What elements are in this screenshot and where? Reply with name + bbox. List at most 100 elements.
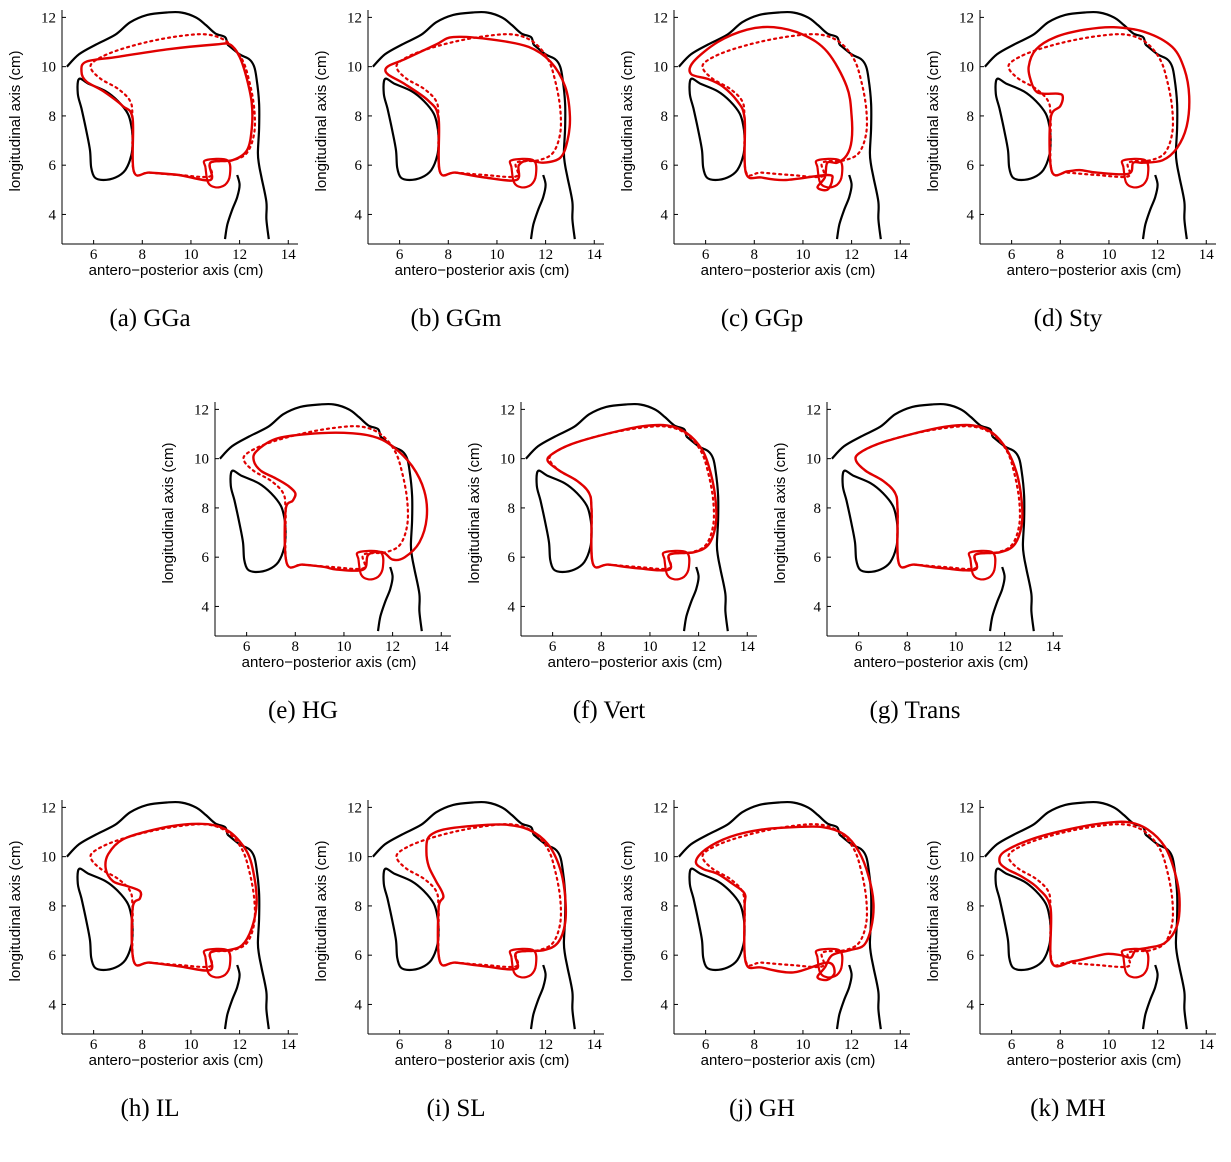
chart-panel: 6 8 10 12 14 4 6 8 10 12 antero−posterior axis (cm…: [612, 790, 912, 1135]
rest-tongue-contour: [395, 823, 563, 969]
jaw-contour: [841, 469, 899, 574]
jaw-contour: [994, 867, 1052, 972]
chart-panel: 6 8 10 12 14 4 6 8 10 12 antero−posterior axis (cm…: [306, 790, 606, 1135]
y-tick-label: 6: [355, 158, 363, 174]
pharynx-wall-contour: [685, 435, 729, 632]
y-tick-label: 6: [967, 948, 975, 964]
x-tick-label: 6: [243, 639, 251, 655]
y-tick-label: 8: [355, 899, 363, 915]
panel-caption: (h) IL: [120, 1095, 180, 1122]
larynx-contour: [1141, 964, 1159, 1030]
chart-panel: 6 8 10 12 14 4 6 8 10 12 antero−posterior axis (cm…: [918, 790, 1218, 1135]
panel-caption: (j) GH: [729, 1095, 795, 1122]
panel-caption: (c) GGp: [720, 305, 804, 332]
activated-tongue-contour: [546, 423, 718, 572]
y-tick-label: 10: [959, 60, 974, 76]
x-tick-label: 10: [795, 247, 810, 263]
x-tick-label: 10: [642, 639, 657, 655]
x-tick-label: 6: [549, 639, 557, 655]
x-tick-label: 14: [740, 639, 756, 655]
hyoid-contour: [355, 549, 385, 581]
x-tick-label: 10: [489, 1037, 504, 1053]
y-tick-label: 12: [653, 10, 668, 26]
y-tick-label: 4: [49, 997, 57, 1013]
activated-tongue-contour: [384, 35, 572, 182]
y-tick-label: 10: [194, 452, 209, 468]
activated-tongue-contour: [1027, 25, 1191, 177]
x-tick-label: 8: [445, 247, 453, 263]
pharynx-wall-contour: [838, 43, 882, 240]
activated-tongue-contour: [688, 25, 854, 192]
y-tick-label: 8: [661, 109, 669, 125]
y-axis-label: longitudinal axis (cm): [7, 841, 24, 982]
activated-tongue-contour: [252, 431, 429, 572]
y-tick-label: 4: [814, 599, 822, 615]
hyoid-contour: [202, 157, 232, 189]
x-tick-label: 14: [1199, 1037, 1215, 1053]
panel-caption: (a) GGa: [109, 305, 191, 332]
x-axis-label: antero−posterior axis (cm): [89, 262, 264, 279]
palate-contour: [525, 402, 688, 460]
y-axis-label: longitudinal axis (cm): [313, 51, 330, 192]
x-tick-label: 10: [183, 1037, 198, 1053]
pharynx-wall-contour: [226, 43, 270, 240]
rest-tongue-contour: [701, 823, 869, 969]
y-axis-label: longitudinal axis (cm): [7, 51, 24, 192]
x-axis-label: antero−posterior axis (cm): [395, 262, 570, 279]
x-tick-label: 10: [1101, 1037, 1116, 1053]
rest-tongue-contour: [242, 425, 410, 571]
y-tick-label: 8: [49, 109, 57, 125]
hyoid-contour: [1120, 947, 1150, 979]
y-tick-label: 10: [347, 850, 362, 866]
panel-caption: (b) GGm: [410, 305, 502, 332]
y-tick-label: 12: [500, 402, 515, 418]
jaw-contour: [229, 469, 287, 574]
x-tick-label: 6: [702, 247, 710, 263]
y-tick-label: 4: [967, 207, 975, 223]
x-tick-label: 14: [893, 1037, 909, 1053]
y-tick-label: 4: [661, 997, 669, 1013]
x-axis-label: antero−posterior axis (cm): [395, 1052, 570, 1069]
chart-panel: 6 8 10 12 14 4 6 8 10 12 antero−posterior axis (cm…: [0, 0, 300, 345]
palate-contour: [984, 10, 1147, 68]
jaw-contour: [535, 469, 593, 574]
panel-caption: (i) SL: [426, 1095, 486, 1122]
rest-tongue-contour: [89, 823, 257, 969]
pharynx-wall-contour: [532, 43, 576, 240]
x-tick-label: 10: [795, 1037, 810, 1053]
y-tick-label: 8: [661, 899, 669, 915]
x-tick-label: 8: [1057, 247, 1065, 263]
jaw-contour: [688, 867, 746, 972]
x-tick-label: 10: [1101, 247, 1116, 263]
y-tick-label: 6: [49, 158, 57, 174]
y-tick-label: 10: [959, 850, 974, 866]
activated-tongue-contour: [998, 820, 1181, 968]
y-tick-label: 10: [347, 60, 362, 76]
y-axis-label: longitudinal axis (cm): [313, 841, 330, 982]
x-tick-label: 12: [538, 1037, 553, 1053]
y-tick-label: 6: [49, 948, 57, 964]
x-tick-label: 14: [434, 639, 450, 655]
x-tick-label: 6: [90, 247, 98, 263]
larynx-contour: [682, 566, 700, 632]
pharynx-wall-contour: [1144, 833, 1188, 1030]
hyoid-contour: [508, 947, 538, 979]
x-tick-label: 12: [844, 247, 859, 263]
x-tick-label: 14: [1046, 639, 1062, 655]
panel-caption: (f) Vert: [572, 697, 646, 724]
y-tick-label: 12: [41, 800, 56, 816]
y-axis-label: longitudinal axis (cm): [925, 51, 942, 192]
larynx-contour: [529, 964, 547, 1030]
larynx-contour: [223, 964, 241, 1030]
hyoid-contour: [508, 157, 538, 189]
panel-caption: (g) Trans: [869, 697, 961, 724]
larynx-contour: [376, 566, 394, 632]
x-axis-label: antero−posterior axis (cm): [89, 1052, 264, 1069]
chart-panel: 6 8 10 12 14 4 6 8 10 12 antero−posterior axis (cm…: [918, 0, 1218, 345]
y-tick-label: 4: [508, 599, 516, 615]
